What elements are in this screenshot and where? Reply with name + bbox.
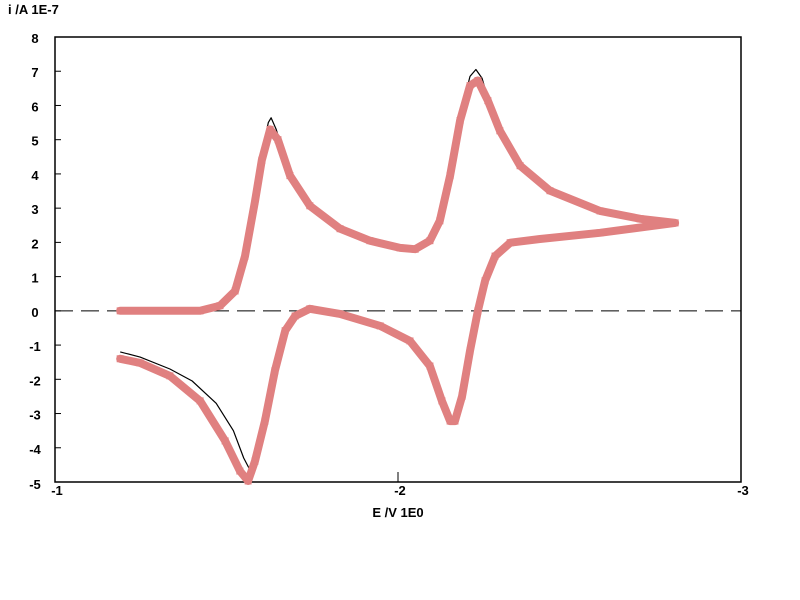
simulated-point <box>458 392 466 400</box>
x-axis-ticks: -1 -2 -3 <box>51 472 749 498</box>
simulated-point <box>196 397 204 405</box>
y-tick-label: -3 <box>29 408 41 423</box>
y-tick-label: -5 <box>29 477 41 492</box>
simulated-point <box>336 310 344 318</box>
y-tick-label: 3 <box>31 202 38 217</box>
simulated-point <box>456 117 464 125</box>
simulated-point <box>506 239 514 247</box>
series-group <box>116 68 680 485</box>
simulated-point <box>396 244 404 252</box>
simulated-point <box>436 217 444 225</box>
simulated-point <box>516 162 524 170</box>
x-tick-label: -2 <box>394 483 406 498</box>
simulated-point <box>636 215 644 223</box>
simulated-point <box>406 337 414 345</box>
simulated-point <box>251 457 259 465</box>
y-tick-label: 0 <box>31 305 38 320</box>
x-tick-label: -1 <box>51 483 63 498</box>
x-axis-label: E /V 1E0 <box>372 505 423 520</box>
simulated-point <box>291 312 299 320</box>
simulated-point <box>221 437 229 445</box>
simulated-point <box>426 237 434 245</box>
y-tick-label: 6 <box>31 99 38 114</box>
simulated-point <box>271 367 279 375</box>
simulated-point <box>474 76 482 84</box>
simulated-point <box>286 172 294 180</box>
simulated-point <box>336 225 344 233</box>
simulated-point <box>216 302 224 310</box>
simulated-point <box>596 229 604 237</box>
simulated-point <box>596 207 604 215</box>
y-axis-label: i /A 1E-7 <box>8 2 59 17</box>
simulated-point <box>261 417 269 425</box>
simulated-point <box>266 125 274 133</box>
simulated-point <box>274 136 282 144</box>
simulated-point <box>536 235 544 243</box>
y-tick-label: 4 <box>31 168 39 183</box>
y-tick-label: 8 <box>31 31 38 46</box>
simulated-point <box>241 252 249 260</box>
simulated-point <box>484 97 492 105</box>
simulated-point <box>546 187 554 195</box>
simulated-point <box>136 359 144 367</box>
simulated-point <box>251 197 259 205</box>
simulated-point <box>236 467 244 475</box>
y-tick-label: 2 <box>31 236 38 251</box>
simulated-point <box>446 172 454 180</box>
y-tick-label: 1 <box>31 271 38 286</box>
simulated-point <box>496 127 504 135</box>
y-tick-label: -4 <box>29 442 41 457</box>
simulated-point <box>166 372 174 380</box>
simulated-point <box>281 327 289 335</box>
simulated-point <box>446 417 454 425</box>
simulated-curve <box>116 76 680 485</box>
simulated-point <box>231 287 239 295</box>
simulated-point <box>481 277 489 285</box>
simulated-point <box>366 237 374 245</box>
y-tick-label: 5 <box>31 134 38 149</box>
plot-frame <box>54 36 742 483</box>
simulated-point <box>474 307 482 315</box>
y-axis-ticks: 8 7 6 5 4 3 2 1 0 -1 -2 -3 -4 -5 <box>29 31 61 492</box>
simulated-point <box>466 82 474 90</box>
y-tick-label: -1 <box>29 339 41 354</box>
simulated-point <box>491 252 499 260</box>
y-tick-label: 7 <box>31 65 38 80</box>
simulated-point <box>306 305 314 313</box>
simulated-point <box>671 219 679 227</box>
simulated-point <box>438 397 446 405</box>
simulated-point <box>376 322 384 330</box>
simulated-point <box>426 362 434 370</box>
simulated-point <box>258 156 266 164</box>
simulated-point <box>466 347 474 355</box>
simulated-point <box>196 307 204 315</box>
x-tick-label: -3 <box>737 483 749 498</box>
y-tick-label: -2 <box>29 373 41 388</box>
simulated-point <box>411 245 419 253</box>
simulated-point <box>306 202 314 210</box>
simulated-point <box>116 355 124 363</box>
simulated-point <box>244 477 252 485</box>
simulated-point <box>116 307 124 315</box>
